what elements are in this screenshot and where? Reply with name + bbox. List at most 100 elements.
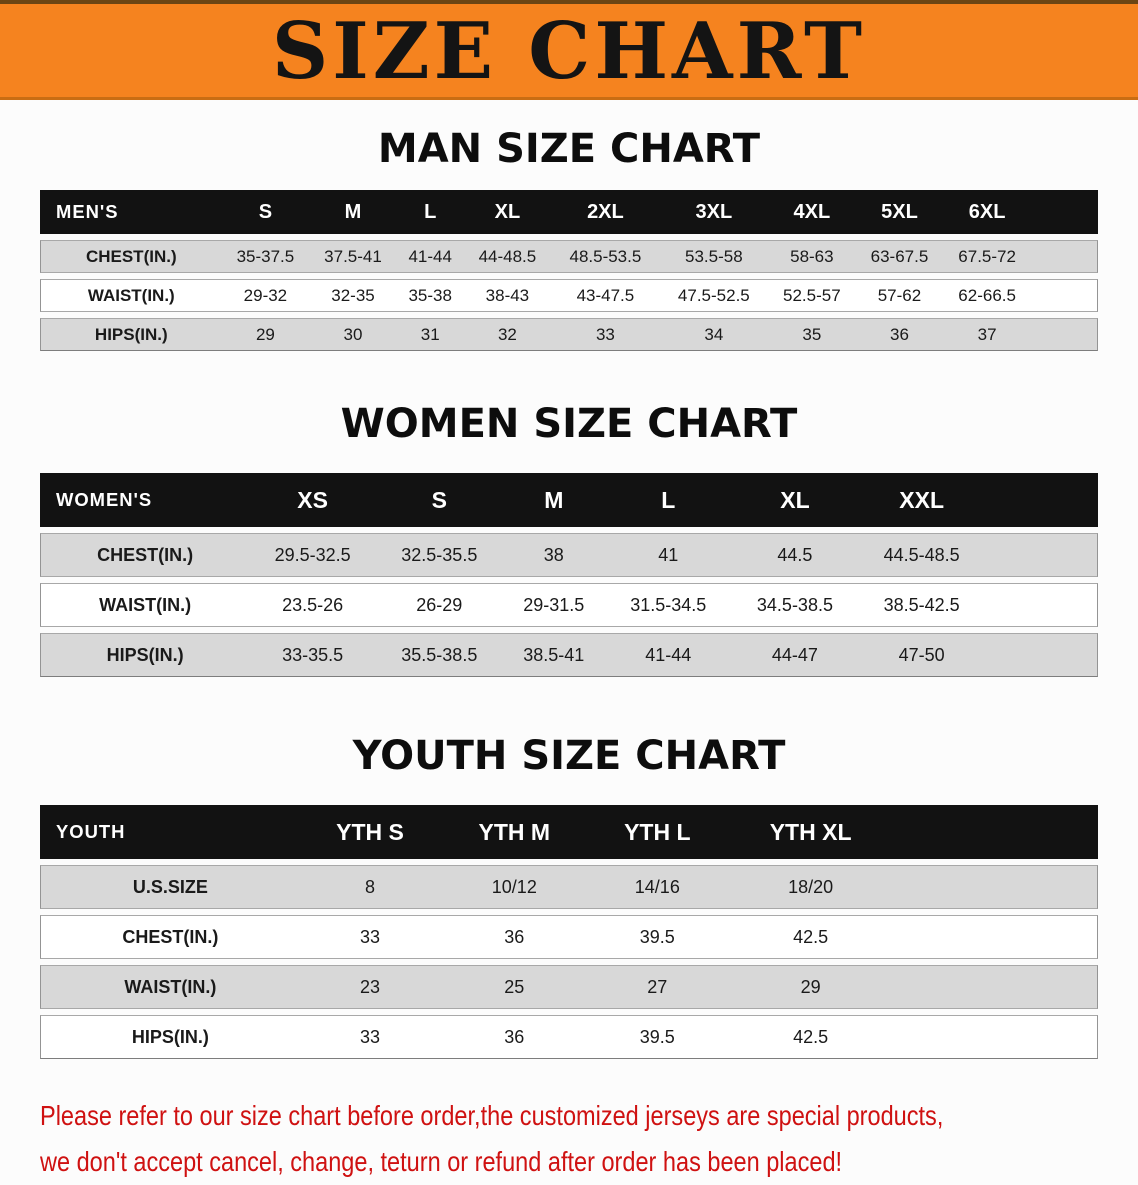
- header-spacer-cell: [895, 805, 1098, 859]
- size-value-cell: 38-43: [463, 279, 552, 312]
- size-value-cell: 38.5-41: [502, 633, 605, 677]
- row-spacer-cell: [985, 583, 1098, 627]
- row-label: U.S.SIZE: [40, 865, 300, 909]
- size-value-cell: 29.5-32.5: [249, 533, 376, 577]
- size-value-cell: 10/12: [440, 865, 589, 909]
- footer-note-row: Please refer to our size chart before or…: [40, 1093, 1098, 1139]
- size-value-cell: 41-44: [604, 633, 732, 677]
- measurement-row: U.S.SIZE 8 10/12 14/16 18/20: [40, 865, 1098, 909]
- section-heading: WOMEN SIZE CHART: [340, 401, 798, 447]
- row-spacer-cell: [895, 865, 1098, 909]
- row-spacer-cell: [1031, 279, 1098, 312]
- table-header-row: YOUTH YTH S YTH M YTH L YTH XL: [40, 805, 1098, 859]
- size-value-cell: 44.5: [731, 533, 859, 577]
- row-label: WAIST(IN.): [40, 279, 222, 312]
- size-chart-section: WOMEN SIZE CHART WOMEN'S XS S M L XL XXL CHEST(I…: [40, 401, 1098, 683]
- size-value-cell: 33: [299, 915, 441, 959]
- size-value-cell: 47-50: [858, 633, 985, 677]
- size-value-cell: 38: [502, 533, 605, 577]
- size-column-header: XS: [249, 473, 376, 527]
- measurement-row: CHEST(IN.) 35-37.5 37.5-41 41-44 44-48.5 48.5…: [40, 240, 1098, 273]
- banner: SIZE CHART: [0, 0, 1138, 100]
- size-column-header: 6XL: [943, 190, 1031, 234]
- size-value-cell: 35.5-38.5: [375, 633, 503, 677]
- size-value-cell: 29-32: [221, 279, 310, 312]
- size-column-header: S: [221, 190, 310, 234]
- size-value-cell: 44-47: [731, 633, 859, 677]
- section-heading: YOUTH SIZE CHART: [352, 733, 786, 779]
- size-value-cell: 37.5-41: [309, 240, 397, 273]
- size-value-cell: 47.5-52.5: [659, 279, 769, 312]
- size-value-cell: 31.5-34.5: [604, 583, 732, 627]
- size-column-header: 2XL: [551, 190, 660, 234]
- measurement-row: HIPS(IN.) 33 36 39.5 42.5: [40, 1015, 1098, 1059]
- size-table: MEN'S S M L XL 2XL 3XL 4XL 5XL 6XL CHEST(IN.) 35-37…: [40, 184, 1098, 357]
- size-value-cell: 63-67.5: [855, 240, 944, 273]
- size-value-cell: 29-31.5: [502, 583, 605, 627]
- size-column-header: M: [309, 190, 397, 234]
- size-value-cell: 33-35.5: [249, 633, 376, 677]
- row-label: CHEST(IN.): [40, 915, 300, 959]
- size-value-cell: 18/20: [726, 865, 895, 909]
- row-spacer-cell: [895, 915, 1098, 959]
- size-column-header: XXL: [858, 473, 985, 527]
- row-label: WAIST(IN.): [40, 583, 250, 627]
- size-value-cell: 32-35: [309, 279, 397, 312]
- size-table: WOMEN'S XS S M L XL XXL CHEST(IN.) 29.5-32.5 32.5…: [40, 467, 1098, 683]
- size-value-cell: 25: [440, 965, 589, 1009]
- size-value-cell: 36: [440, 915, 589, 959]
- size-column-header: L: [604, 473, 732, 527]
- size-value-cell: 32: [463, 318, 552, 351]
- table-header-row: WOMEN'S XS S M L XL XXL: [40, 473, 1098, 527]
- size-value-cell: 58-63: [768, 240, 856, 273]
- size-value-cell: 23: [299, 965, 441, 1009]
- size-value-cell: 48.5-53.5: [551, 240, 660, 273]
- row-spacer-cell: [1031, 240, 1098, 273]
- table-corner-label: MEN'S: [40, 190, 222, 234]
- size-value-cell: 52.5-57: [768, 279, 856, 312]
- header-spacer-cell: [985, 473, 1098, 527]
- size-column-header: 5XL: [855, 190, 944, 234]
- measurement-row: WAIST(IN.) 23.5-26 26-29 29-31.5 31.5-34.5 34…: [40, 583, 1098, 627]
- size-value-cell: 30: [309, 318, 397, 351]
- footer-note-row: we don't accept cancel, change, teturn o…: [40, 1139, 1098, 1185]
- row-spacer-cell: [985, 633, 1098, 677]
- row-spacer-cell: [895, 965, 1098, 1009]
- size-value-cell: 38.5-42.5: [858, 583, 985, 627]
- footer-note-line2: we don't accept cancel, change, teturn o…: [40, 1146, 843, 1177]
- table-corner-label: WOMEN'S: [40, 473, 250, 527]
- size-value-cell: 34: [659, 318, 769, 351]
- size-column-header: M: [502, 473, 605, 527]
- size-value-cell: 33: [551, 318, 660, 351]
- size-column-header: YTH M: [440, 805, 589, 859]
- size-chart-section: YOUTH SIZE CHART YOUTH YTH S YTH M YTH L YTH …: [40, 733, 1098, 1065]
- measurement-row: WAIST(IN.) 29-32 32-35 35-38 38-43 43-47.5 47.…: [40, 279, 1098, 312]
- size-value-cell: 14/16: [588, 865, 727, 909]
- size-value-cell: 32.5-35.5: [375, 533, 503, 577]
- size-value-cell: 35: [768, 318, 856, 351]
- size-column-header: XL: [463, 190, 552, 234]
- size-column-header: 3XL: [659, 190, 769, 234]
- size-value-cell: 57-62: [855, 279, 944, 312]
- size-value-cell: 44-48.5: [463, 240, 552, 273]
- size-value-cell: 35-38: [396, 279, 464, 312]
- size-value-cell: 42.5: [726, 915, 895, 959]
- size-value-cell: 67.5-72: [943, 240, 1031, 273]
- measurement-row: WAIST(IN.) 23 25 27 29: [40, 965, 1098, 1009]
- size-column-header: XL: [731, 473, 859, 527]
- size-value-cell: 34.5-38.5: [731, 583, 859, 627]
- size-value-cell: 27: [588, 965, 727, 1009]
- size-value-cell: 53.5-58: [659, 240, 769, 273]
- row-label: CHEST(IN.): [40, 240, 222, 273]
- size-column-header: S: [375, 473, 503, 527]
- section-heading: MAN SIZE CHART: [377, 126, 761, 172]
- size-value-cell: 41-44: [396, 240, 464, 273]
- measurement-row: CHEST(IN.) 33 36 39.5 42.5: [40, 915, 1098, 959]
- size-value-cell: 62-66.5: [943, 279, 1031, 312]
- size-value-cell: 37: [943, 318, 1031, 351]
- size-value-cell: 29: [221, 318, 310, 351]
- footer-note-line1: Please refer to our size chart before or…: [40, 1100, 944, 1131]
- size-value-cell: 33: [299, 1015, 441, 1059]
- table-header-row: MEN'S S M L XL 2XL 3XL 4XL 5XL 6XL: [40, 190, 1098, 234]
